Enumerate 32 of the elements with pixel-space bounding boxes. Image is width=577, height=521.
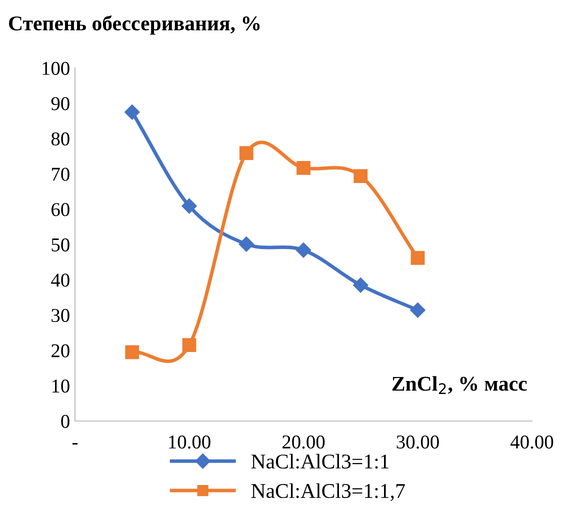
y-tick-label: 20 <box>52 344 70 358</box>
point <box>182 198 197 214</box>
x-tick-label: 30.00 <box>396 435 439 449</box>
y-tick-label: 60 <box>52 203 70 216</box>
point <box>296 242 312 258</box>
point <box>296 160 310 175</box>
y-axis-title: Степень обессеривания, % <box>9 15 260 35</box>
x-tick-label: 40.00 <box>510 435 554 449</box>
y-tick-label: 0 <box>61 414 70 428</box>
point <box>239 146 254 160</box>
point <box>238 236 254 252</box>
point <box>410 302 426 318</box>
legend-label: NaCl:AlCl3=1:1 <box>251 454 389 469</box>
point <box>124 104 140 120</box>
y-tick-label: 80 <box>51 132 70 146</box>
y-tick-label: 30 <box>52 308 70 322</box>
x-tick-label: - <box>72 443 78 445</box>
legend-label: NaCl:AlCl3=1:1,7 <box>251 483 405 502</box>
point <box>182 338 196 352</box>
y-tick-label: 10 <box>52 380 70 393</box>
point <box>353 278 368 293</box>
x-tick-label: 10.00 <box>169 435 210 449</box>
y-tick-label: 50 <box>52 238 70 252</box>
y-tick-label: 100 <box>42 62 70 75</box>
point <box>354 169 368 183</box>
x-tick-label: 20.00 <box>282 435 325 449</box>
point <box>410 250 425 265</box>
y-tick-label: 90 <box>51 97 70 110</box>
y-tick-label: 40 <box>51 274 70 287</box>
x-axis-title: ZnCl$_{2}$, % масс <box>392 376 527 394</box>
point <box>125 345 140 360</box>
y-tick-label: 70 <box>52 168 70 181</box>
